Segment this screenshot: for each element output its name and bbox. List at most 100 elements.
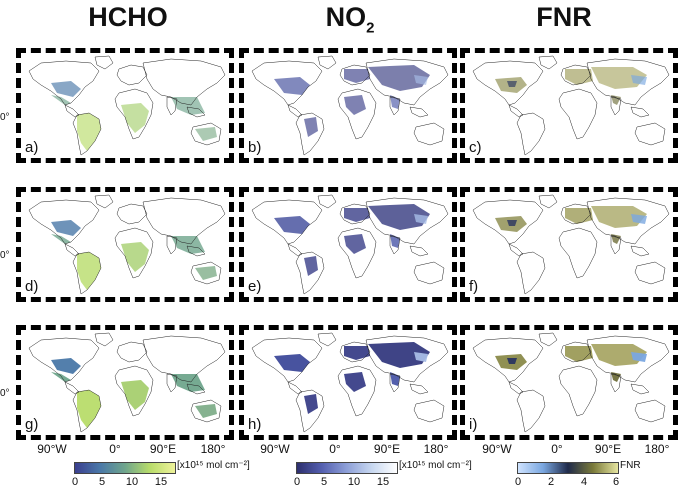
- coastline-ca: [287, 243, 303, 257]
- lon-tick: 90°E: [149, 442, 177, 456]
- coastline-ca: [64, 104, 80, 118]
- coastline-sa: [72, 389, 102, 433]
- coastline-af: [558, 365, 598, 417]
- colorbar-no2: [296, 462, 398, 474]
- concentration-region: [507, 220, 517, 226]
- title-fnr: FNR: [536, 2, 592, 32]
- lon-tick: 90°W: [37, 442, 67, 456]
- coastline-na: [472, 199, 544, 245]
- lon-tick: 180°: [423, 442, 449, 456]
- coastline-af: [114, 227, 154, 279]
- colorbar-no2-tick: 0: [293, 476, 301, 488]
- coastline-eu: [560, 203, 592, 225]
- coastline-sea: [186, 383, 206, 395]
- coastline-sea: [409, 245, 429, 257]
- panel-label: i): [469, 416, 478, 433]
- lat-label-row1: 0°: [0, 112, 10, 123]
- world-map: [472, 55, 670, 156]
- lon-tick: 0°: [109, 442, 121, 456]
- map-panel-hcho: d): [16, 187, 234, 302]
- panel-label: e): [248, 278, 262, 295]
- concentration-region: [77, 113, 101, 151]
- lat-label-row3: 0°: [0, 388, 10, 399]
- concentration-region: [121, 380, 149, 410]
- concentration-region: [121, 242, 149, 272]
- map-panel-no2: h): [239, 325, 457, 440]
- colorbar-hcho-unit: [x10¹⁵ mol cm⁻²]: [177, 460, 250, 471]
- concentration-region: [414, 214, 428, 224]
- colorbar-fnr-tick: 0: [514, 476, 522, 488]
- world-map: [251, 55, 449, 156]
- coastline-india: [166, 235, 178, 255]
- coastline-asia: [586, 197, 670, 245]
- coastline-ca: [64, 381, 80, 395]
- coastline-na: [472, 337, 544, 383]
- coastline-na: [28, 199, 100, 245]
- coastline-sa: [516, 112, 546, 156]
- coastline-greenland: [317, 332, 337, 347]
- panel-label: c): [469, 139, 482, 156]
- coastline-aus: [413, 261, 445, 285]
- concentration-region: [195, 127, 217, 141]
- coastline-asia: [142, 58, 226, 106]
- coastline-sea: [630, 245, 650, 257]
- lon-tick: 180°: [644, 442, 670, 456]
- coastline-aus: [190, 122, 222, 146]
- lon-tick: 0°: [329, 442, 341, 456]
- coastline-asia: [142, 335, 226, 383]
- coastline-sa: [295, 251, 325, 295]
- concentration-region: [274, 354, 310, 372]
- coastline-af: [558, 88, 598, 140]
- colorbar-fnr: [517, 462, 619, 474]
- concentration-region: [507, 358, 517, 364]
- coastline-sea: [630, 106, 650, 118]
- concentration-region: [414, 75, 428, 85]
- coastline-ca: [287, 104, 303, 118]
- concentration-region: [274, 216, 310, 234]
- concentration-region: [171, 97, 205, 115]
- colorbar-hcho-tick: 15: [154, 476, 168, 488]
- concentration-region: [368, 342, 430, 368]
- coastline-asia: [365, 58, 449, 106]
- coastline-af: [114, 88, 154, 140]
- coastline-sa: [295, 389, 325, 433]
- coastline-india: [610, 96, 622, 116]
- coastline-sea: [186, 245, 206, 257]
- coastline-greenland: [94, 55, 114, 70]
- coastline-eu: [116, 64, 148, 86]
- coastline-ca: [508, 243, 524, 257]
- concentration-region: [77, 252, 101, 290]
- colorbar-no2-tick: 10: [347, 476, 361, 488]
- colorbar-no2-tick: 15: [376, 476, 390, 488]
- coastline-asia: [365, 197, 449, 245]
- coastline-ca: [508, 104, 524, 118]
- coastline-na: [251, 337, 323, 383]
- lon-tick: 90°W: [260, 442, 290, 456]
- coastline-aus: [634, 399, 666, 423]
- panel-label: f): [469, 278, 479, 295]
- concentration-region: [51, 81, 81, 97]
- coastline-eu: [116, 203, 148, 225]
- concentration-region: [591, 67, 647, 89]
- panel-label: b): [248, 139, 262, 156]
- colorbar-no2-unit: [x10¹⁵ mol cm⁻²]: [399, 460, 472, 471]
- colorbar-hcho-tick: 10: [125, 476, 139, 488]
- coastline-af: [337, 88, 377, 140]
- concentration-region: [41, 370, 71, 382]
- coastline-asia: [365, 335, 449, 383]
- map-panel-hcho: a): [16, 48, 234, 163]
- lon-tick: 90°E: [594, 442, 622, 456]
- coastline-sea: [409, 106, 429, 118]
- coastline-eu: [116, 341, 148, 363]
- concentration-region: [368, 204, 430, 230]
- coastline-sa: [72, 112, 102, 156]
- coastline-af: [337, 227, 377, 279]
- lat-label-row2: 0°: [0, 250, 10, 261]
- coastline-sea: [186, 106, 206, 118]
- concentration-region: [304, 394, 318, 414]
- coastline-ca: [508, 381, 524, 395]
- concentration-region: [274, 77, 310, 95]
- coastline-india: [389, 235, 401, 255]
- concentration-region: [195, 404, 217, 418]
- colorbar-hcho: [74, 462, 176, 474]
